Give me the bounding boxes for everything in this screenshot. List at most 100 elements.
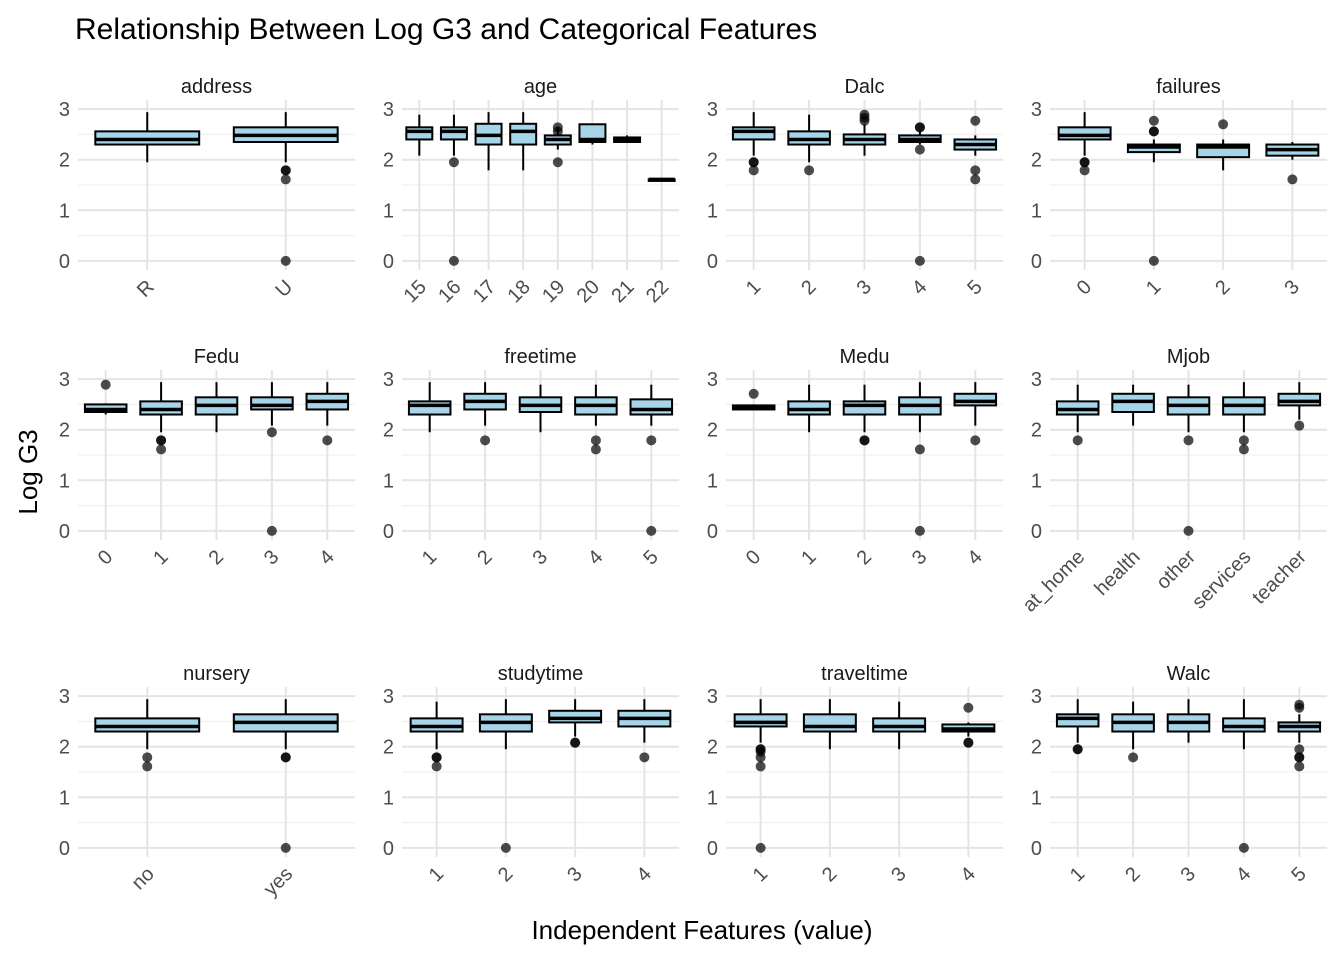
outlier-point — [448, 157, 459, 168]
x-tick-label: 1 — [742, 276, 765, 299]
outlier-point — [859, 115, 870, 126]
outlier-point — [500, 842, 511, 853]
y-tick-label: 0 — [707, 838, 718, 860]
x-tick-label: 2 — [494, 863, 517, 886]
x-tick-label: 2 — [1211, 276, 1234, 299]
outlier-point — [970, 165, 981, 176]
x-tick-label: 16 — [434, 276, 465, 307]
x-tick-label: 4 — [315, 546, 338, 569]
box — [953, 392, 998, 407]
facet-panel-walc: Walc 0 1 2 3 1 2 3 4 5 — [1031, 663, 1327, 886]
x-tick-label: 4 — [956, 863, 979, 886]
strip-label: Fedu — [194, 346, 240, 368]
outlier-point — [970, 115, 981, 126]
x-tick-label: 2 — [853, 546, 876, 569]
outlier-point — [448, 255, 459, 266]
outlier-point — [142, 752, 153, 763]
facet-panel-nursery: nursery 0 1 2 3 no yes — [59, 663, 355, 901]
outlier-point — [646, 435, 657, 446]
y-tick-label: 2 — [383, 737, 394, 759]
outlier-point — [804, 165, 815, 176]
x-tick-label: 4 — [632, 863, 655, 886]
y-tick-label: 2 — [707, 420, 718, 442]
box — [578, 123, 607, 143]
facet-panel-mjob: Mjob 0 1 2 3 at_home health otherservicesteache… — [1019, 346, 1327, 617]
outlier-point — [1148, 255, 1159, 266]
y-tick-label: 1 — [383, 787, 394, 809]
strip-label: nursery — [183, 663, 250, 685]
y-tick-label: 1 — [707, 470, 718, 492]
outlier-point — [1072, 435, 1083, 446]
x-tick-label: health — [1091, 546, 1145, 600]
facet-panel-fedu: Fedu 0 1 2 3 0 1 2 3 4 — [59, 346, 355, 569]
x-tick-label: 1 — [749, 863, 772, 886]
y-tick-label: 0 — [707, 521, 718, 543]
y-tick-label: 1 — [59, 470, 70, 492]
x-tick-label: 4 — [908, 276, 931, 299]
outlier-point — [963, 737, 974, 748]
box — [731, 126, 776, 141]
y-tick-label: 0 — [1031, 251, 1042, 273]
strip-label: Dalc — [844, 76, 884, 98]
y-tick-label: 3 — [383, 369, 394, 391]
strip-label: address — [181, 76, 252, 98]
facet-panel-address: address 0 1 2 3 R U — [59, 76, 355, 302]
box — [439, 126, 468, 141]
outlier-point — [1072, 744, 1083, 755]
y-tick-label: 2 — [59, 150, 70, 172]
x-tick-label: at_home — [1019, 546, 1090, 617]
outlier-point — [280, 842, 291, 853]
outlier-point — [100, 379, 111, 390]
outlier-point — [280, 255, 291, 266]
outlier-point — [142, 761, 153, 772]
box — [407, 400, 452, 416]
outlier-point — [646, 525, 657, 536]
box — [1277, 392, 1322, 407]
x-tick-label: 2 — [818, 863, 841, 886]
outlier-point — [1238, 842, 1249, 853]
x-tick-label: 1 — [425, 863, 448, 886]
y-tick-label: 2 — [707, 737, 718, 759]
outlier-point — [1079, 165, 1090, 176]
x-tick-label: 3 — [908, 546, 931, 569]
x-tick-label: 4 — [1232, 863, 1255, 886]
y-tick-label: 0 — [1031, 521, 1042, 543]
x-tick-label: U — [272, 276, 298, 302]
x-tick-label: 3 — [1280, 276, 1303, 299]
y-tick-label: 1 — [1031, 787, 1042, 809]
facet-panel-medu: Medu 0 1 2 3 0 1 2 3 4 — [707, 346, 1003, 569]
x-tick-label: 2 — [797, 276, 820, 299]
y-tick-label: 0 — [59, 521, 70, 543]
y-tick-label: 1 — [383, 200, 394, 222]
outlier-point — [1294, 420, 1305, 431]
outlier-point — [970, 435, 981, 446]
outlier-point — [552, 126, 563, 137]
x-tick-label: 4 — [963, 546, 986, 569]
y-tick-label: 3 — [707, 99, 718, 121]
strip-label: studytime — [498, 663, 584, 685]
x-tick-label: 3 — [260, 546, 283, 569]
y-tick-label: 0 — [1031, 838, 1042, 860]
x-tick-label: 22 — [642, 276, 673, 307]
outlier-point — [480, 435, 491, 446]
outlier-point — [914, 122, 925, 133]
outlier-point — [156, 444, 167, 455]
x-tick-label: 3 — [563, 863, 586, 886]
x-tick-label: 19 — [538, 276, 569, 307]
strip-label: age — [524, 76, 557, 98]
x-tick-label: 18 — [503, 276, 534, 307]
facet-panel-dalc: Dalc 0 1 2 3 1 2 3 4 5 — [707, 76, 1003, 299]
x-tick-label: R — [133, 276, 159, 302]
y-tick-label: 2 — [707, 150, 718, 172]
x-axis-title: Independent Features (value) — [531, 915, 872, 945]
x-tick-label: 3 — [1177, 863, 1200, 886]
y-tick-label: 2 — [59, 420, 70, 442]
outlier-point — [322, 435, 333, 446]
outlier-point — [280, 752, 291, 763]
x-tick-label: 1 — [1066, 863, 1089, 886]
y-tick-label: 0 — [383, 521, 394, 543]
y-tick-label: 3 — [59, 686, 70, 708]
outlier-point — [1238, 435, 1249, 446]
